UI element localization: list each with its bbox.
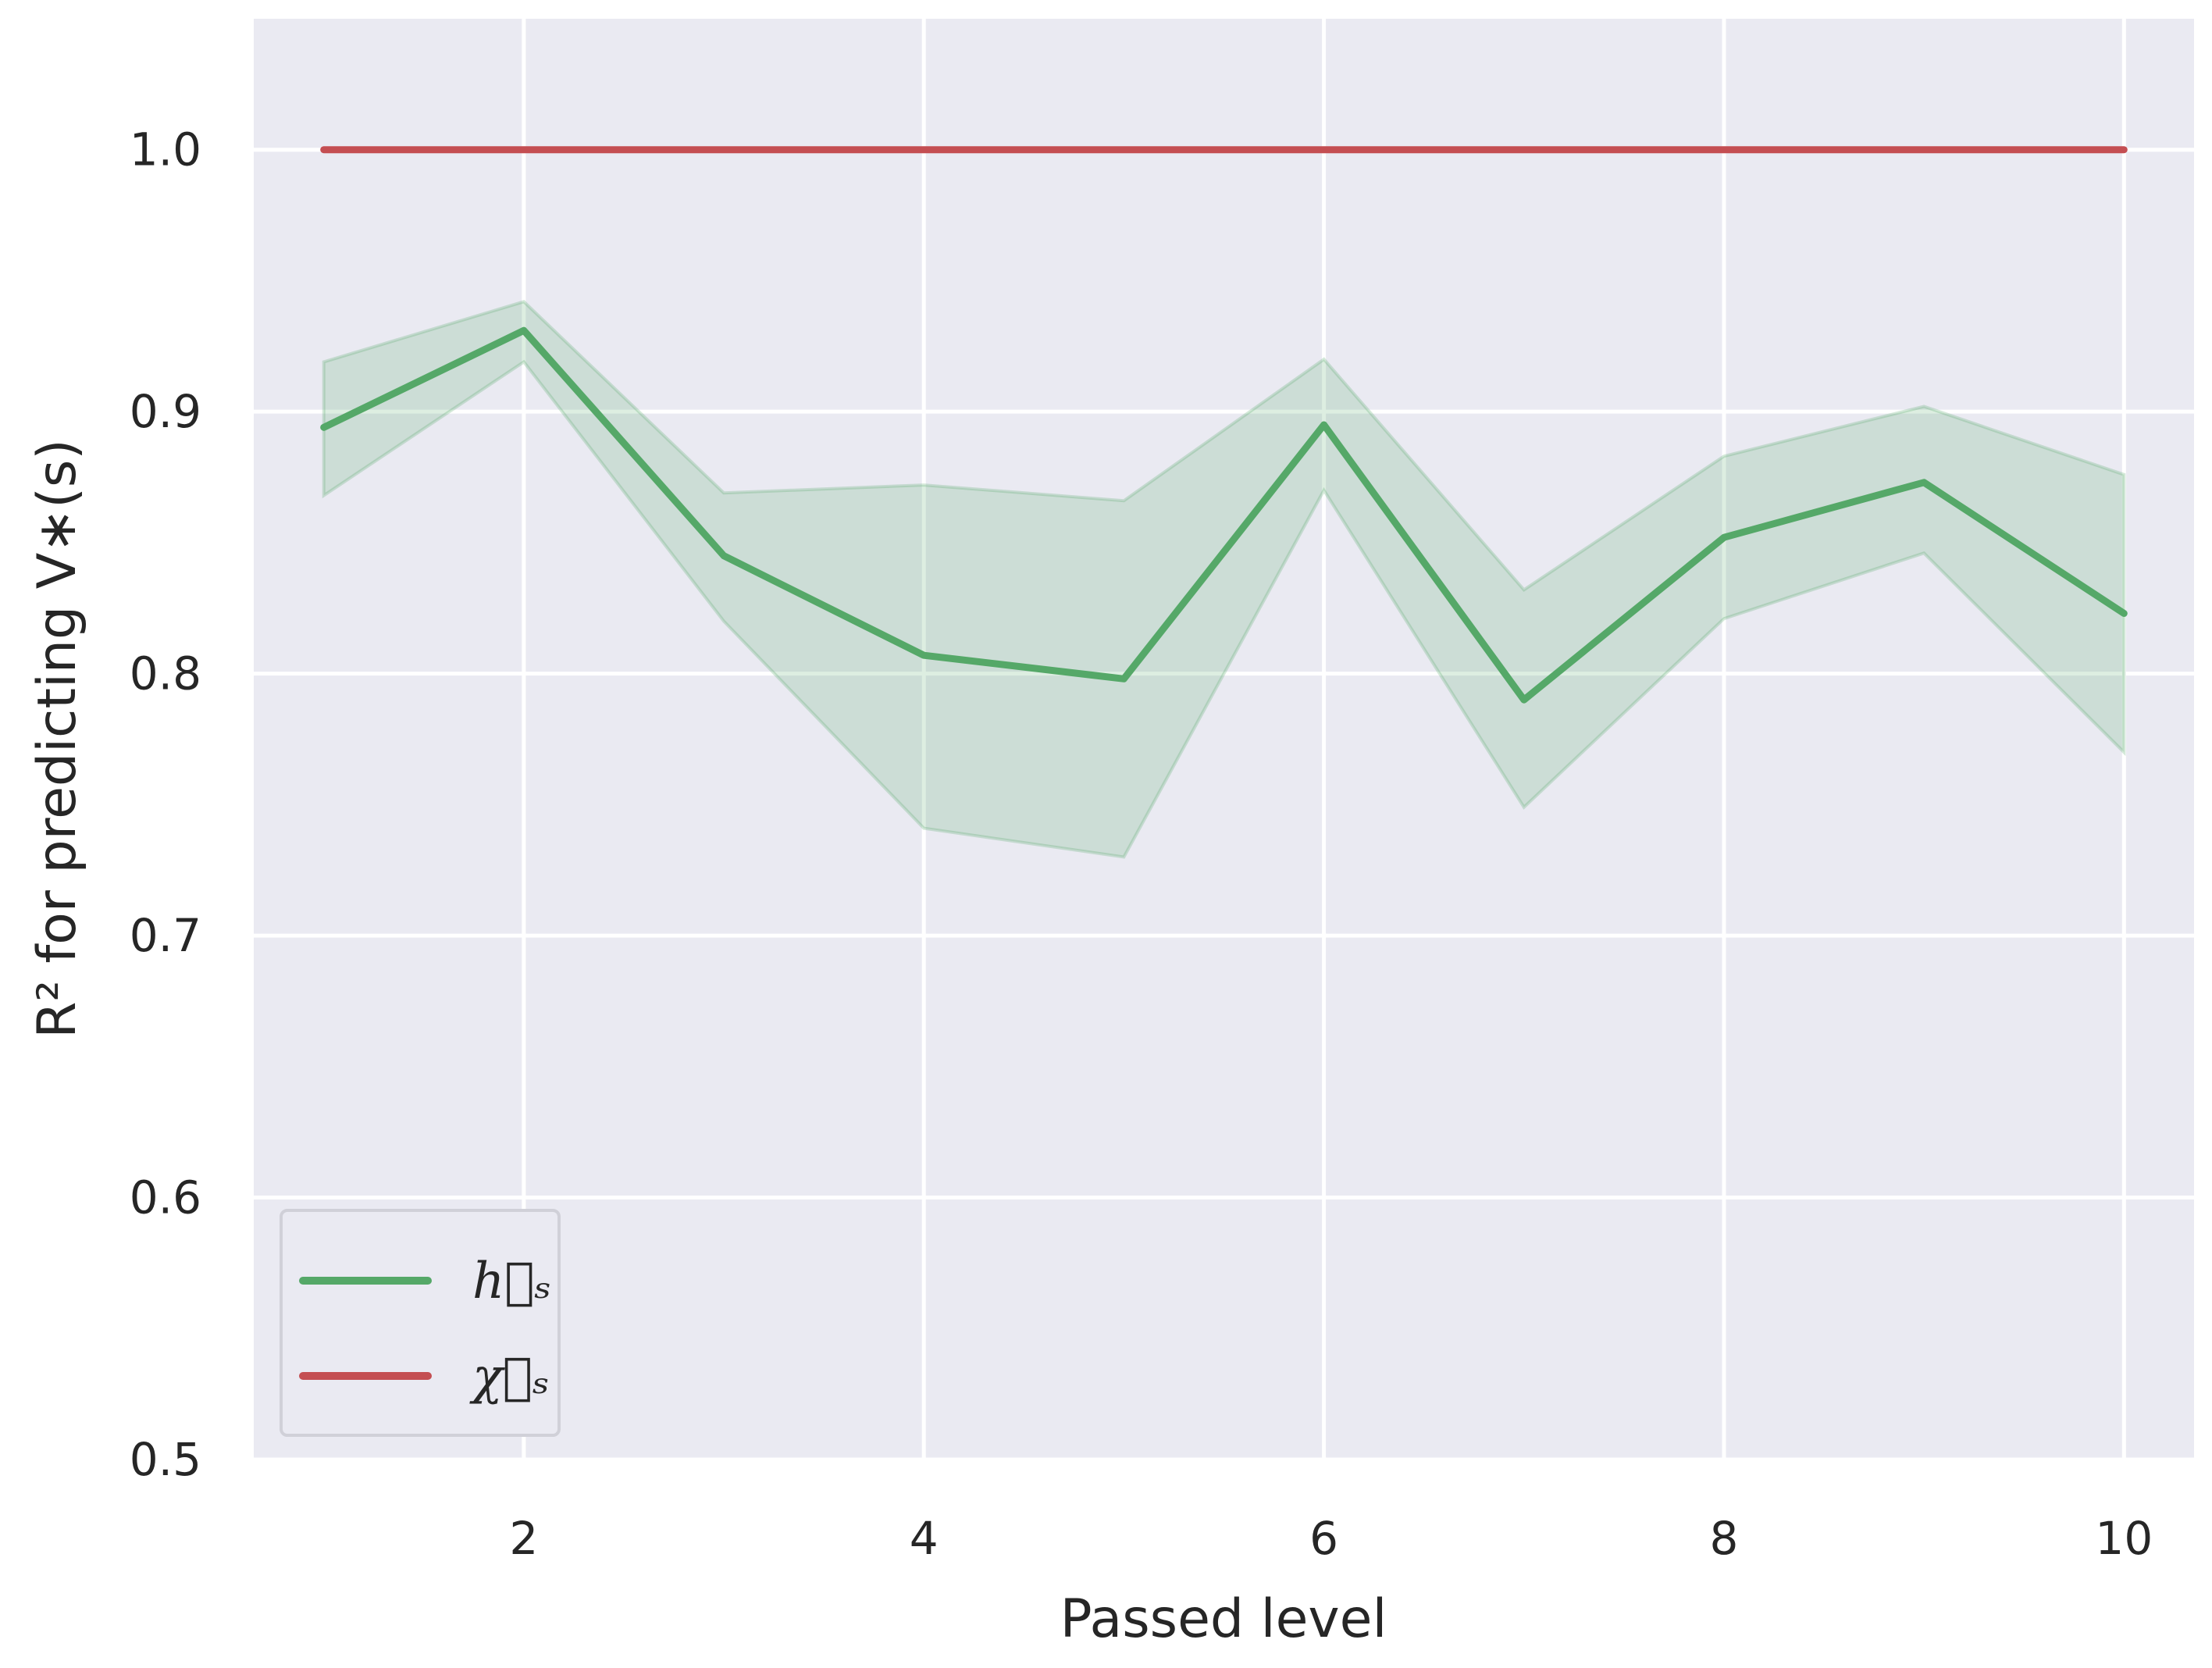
y-tick-label: 1.0 [130,123,201,176]
data-point [723,149,725,151]
y-tick-label: 0.9 [130,385,201,438]
data-point [1723,536,1725,538]
data-point [2123,612,2125,614]
legend-label-chi: χ⃗ₛ [469,1348,550,1406]
legend: h⃗ₛ χ⃗ₛ [280,1209,561,1437]
y-tick-label: 0.8 [130,647,201,700]
y-tick-label: 0.6 [130,1171,201,1224]
data-point [523,330,525,331]
y-tick-label: 0.5 [130,1433,201,1486]
data-point [1923,482,1925,483]
x-tick-label: 10 [2095,1512,2153,1565]
x-tick-label: 6 [1309,1512,1338,1565]
data-point [323,426,325,428]
data-point [323,149,325,151]
series-band [322,300,2126,859]
y-tick-label: 0.7 [130,909,201,962]
x-tick-label: 4 [910,1512,939,1565]
data-point [2123,149,2125,151]
data-point [723,555,725,557]
data-point [1523,149,1525,151]
data-point [1923,149,1925,151]
data-layer [320,146,2128,859]
x-tick-label: 8 [1710,1512,1739,1565]
data-point [1323,424,1325,426]
legend-label-h: h⃗ₛ [472,1253,551,1310]
data-point [523,149,525,151]
series-line [320,326,2128,704]
tick-labels: 2 4 6 8 10 0.5 0.6 0.7 0.8 0.9 1.0 [130,123,2153,1565]
y-axis-label: R² for predicting V∗(s) [27,439,88,1039]
plot-background [254,19,2194,1460]
data-point [1323,149,1325,151]
x-tick-label: 2 [509,1512,538,1565]
data-point [1723,149,1725,151]
x-axis-label: Passed level [1060,1588,1387,1650]
